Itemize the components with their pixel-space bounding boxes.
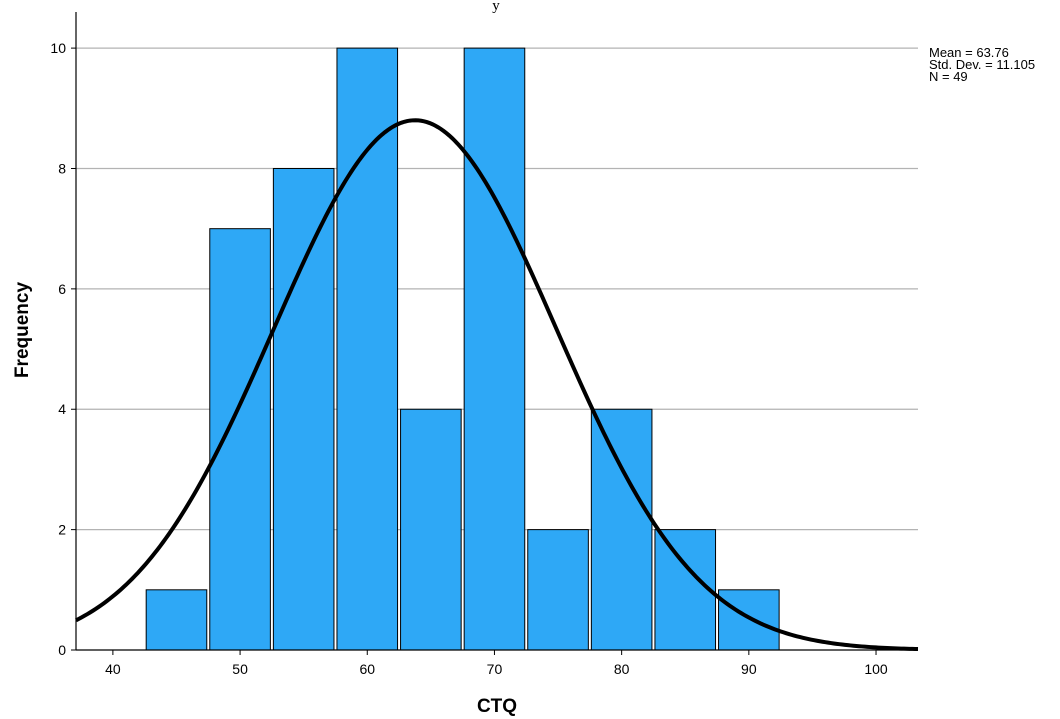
histogram-bar-9 (718, 589, 780, 651)
y-tick-label-1: 2 (58, 522, 66, 538)
x-tick-label-0: 40 (105, 661, 121, 677)
chart-title-fragment: y (492, 0, 500, 14)
stats-box: Mean = 63.76 Std. Dev. = 11.105 N = 49 (929, 45, 1035, 84)
x-tick-label-5: 90 (741, 661, 757, 677)
histogram-bar-5 (463, 47, 526, 651)
histogram-bar-7 (590, 408, 653, 651)
normal-curve-layer (75, 118, 919, 652)
stats-n: N = 49 (929, 69, 968, 84)
histogram-bar-1 (209, 228, 271, 651)
histogram-bar-2 (272, 167, 335, 651)
stats-std-dev: Std. Dev. = 11.105 (929, 57, 1035, 72)
x-tick-label-2: 60 (359, 661, 375, 677)
histogram-bar-3 (336, 47, 399, 651)
histogram-bar-0 (145, 589, 208, 651)
y-tick-label-4: 8 (58, 160, 66, 176)
histogram-bars (145, 47, 780, 651)
x-tick-label-1: 50 (232, 661, 248, 677)
y-tick-label-0: 0 (58, 642, 66, 658)
y-axis-title: Frequency (12, 282, 33, 379)
histogram-bar-6 (527, 529, 589, 651)
x-tick-label-3: 70 (487, 661, 503, 677)
y-tick-label-3: 6 (58, 281, 66, 297)
x-axis-title: CTQ (477, 696, 517, 717)
histogram-bar-8 (654, 529, 717, 651)
stats-mean: Mean = 63.76 (929, 45, 1009, 60)
y-tick-label-5: 10 (50, 40, 66, 56)
axes (75, 12, 918, 651)
x-tick-label-4: 80 (614, 661, 630, 677)
y-tick-label-2: 4 (58, 401, 66, 417)
histogram-bar-4 (400, 408, 462, 651)
x-tick-label-6: 100 (864, 661, 888, 677)
tick-labels: 40 50 60 70 80 90 100 0 2 4 6 8 10 (50, 40, 887, 677)
normal-curve (75, 118, 919, 652)
